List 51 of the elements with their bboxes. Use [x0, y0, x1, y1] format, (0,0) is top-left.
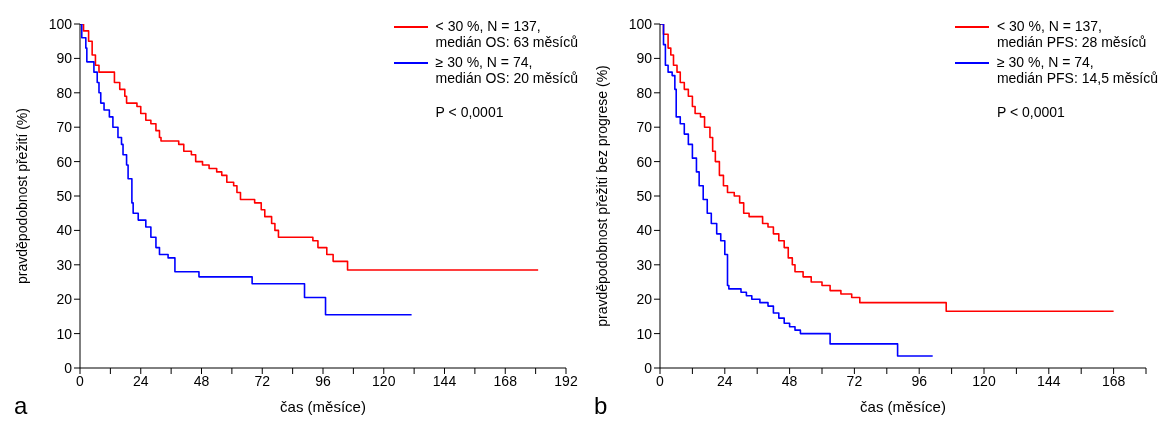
x-tick-label: 192	[554, 372, 578, 389]
y-tick-label: 60	[56, 153, 73, 170]
y-axis-title: pravděpodobnost přežití (%)	[13, 108, 30, 284]
x-tick-label: 96	[315, 372, 331, 389]
x-tick-label: 168	[493, 372, 518, 389]
y-tick-label: 50	[636, 187, 653, 204]
y-tick-label: 10	[636, 325, 653, 342]
x-tick-label: 0	[76, 372, 85, 389]
x-tick-label: 144	[1037, 372, 1061, 389]
x-tick-label: 72	[254, 372, 271, 389]
y-tick-label: 30	[56, 256, 73, 273]
x-tick-label: 48	[193, 372, 210, 389]
x-tick-label: 24	[132, 372, 149, 389]
x-tick-label: 0	[656, 372, 665, 389]
text: b	[594, 392, 608, 420]
x-axis-title: čas (měsíce)	[860, 398, 946, 415]
y-tick-label: 40	[56, 222, 73, 239]
y-tick-label: 40	[636, 222, 653, 239]
y-tick-label: 100	[48, 15, 73, 32]
y-tick-label: 90	[636, 50, 653, 67]
x-axis-title: čas (měsíce)	[280, 398, 366, 415]
y-tick-label: 50	[56, 187, 73, 204]
y-tick-label: 70	[636, 119, 653, 136]
y-tick-label: 60	[636, 153, 653, 170]
y-tick-label: 100	[628, 15, 653, 32]
y-tick-label: 30	[636, 256, 653, 273]
y-tick-label: 0	[644, 359, 653, 376]
y-tick-label: 80	[636, 84, 653, 101]
x-tick-label: 144	[432, 372, 457, 389]
y-tick-label: 80	[56, 84, 73, 101]
y-tick-label: 0	[64, 359, 73, 376]
legend-label: < 30 %, N = 137, medián PFS: 28 měsíců	[996, 18, 1147, 50]
x-tick-label: 120	[372, 372, 396, 389]
y-tick-label: 90	[56, 50, 73, 67]
legend-label: ≥ 30 %, N = 74, medián OS: 20 měsíců	[435, 54, 578, 86]
x-tick-label: 48	[781, 372, 798, 389]
text: a	[14, 392, 28, 420]
y-tick-label: 20	[636, 291, 653, 308]
y-tick-label: 20	[56, 291, 73, 308]
legend-label: ≥ 30 %, N = 74, medián PFS: 14,5 měsíců	[996, 54, 1158, 86]
x-tick-label: 120	[972, 372, 996, 389]
x-tick-label: 24	[717, 372, 733, 389]
x-tick-label: 72	[846, 372, 863, 389]
annotation: P < 0,0001	[435, 104, 505, 120]
y-tick-label: 10	[56, 325, 73, 342]
legend-label: < 30 %, N = 137, medián OS: 63 měsíců	[435, 18, 578, 50]
y-axis-title: pravděpodobnost přežití bez progrese (%)	[593, 65, 610, 327]
y-tick-label: 70	[56, 119, 73, 136]
x-tick-label: 96	[911, 372, 928, 389]
annotation: P < 0,0001	[996, 104, 1066, 120]
x-tick-label: 168	[1101, 372, 1126, 389]
